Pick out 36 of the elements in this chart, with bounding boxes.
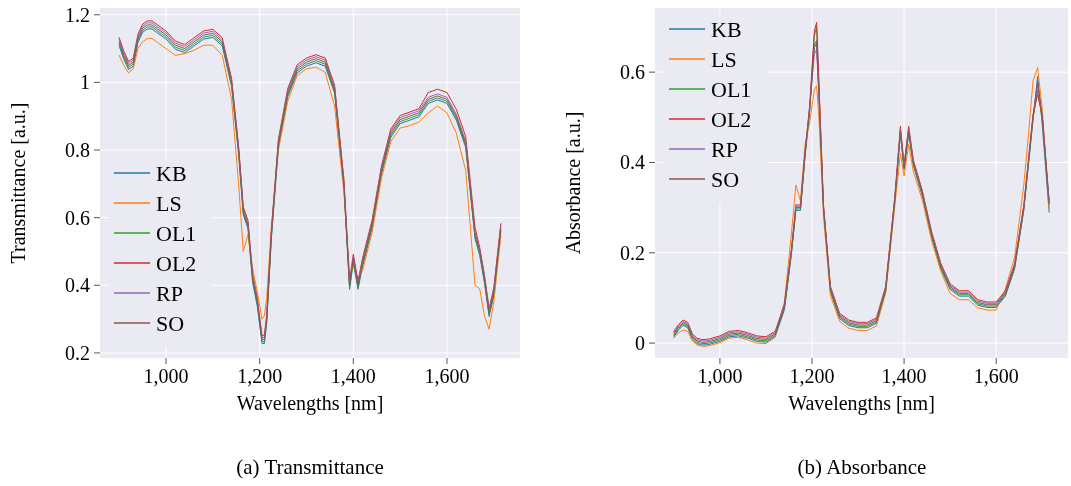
legend-label: SO <box>156 311 185 336</box>
y-tick-label: 0.6 <box>620 61 645 84</box>
y-tick-label: 0.6 <box>65 206 90 229</box>
y-tick-label: 0.4 <box>620 151 645 174</box>
y-tick-label: 1 <box>80 71 90 94</box>
y-tick-label: 0 <box>635 332 645 355</box>
x-tick-label: 1,400 <box>330 365 376 387</box>
x-tick-label: 1,000 <box>143 365 189 387</box>
legend-label: OL1 <box>156 221 197 246</box>
legend-label: KB <box>711 17 742 42</box>
y-tick-label: 0.2 <box>65 341 90 364</box>
y-tick-label: 1.2 <box>65 3 90 26</box>
x-tick-label: 1,600 <box>973 365 1019 387</box>
text: (b) Absorbance <box>797 455 927 479</box>
x-tick-label: 1,600 <box>424 365 470 387</box>
x-tick-label: 1,000 <box>697 365 743 387</box>
text: (a) Transmittance <box>236 455 384 479</box>
y-axis-title: Transmittance [a.u.] <box>7 102 29 264</box>
legend-label: LS <box>156 191 182 216</box>
x-tick-label: 1,400 <box>881 365 927 387</box>
legend-label: KB <box>156 161 187 186</box>
legend-label: RP <box>156 281 183 306</box>
legend-label: SO <box>711 167 740 192</box>
legend-label: LS <box>711 47 737 72</box>
x-axis-title: Wavelengths [nm] <box>236 392 384 415</box>
legend-label: OL2 <box>711 107 752 132</box>
x-tick-label: 1,200 <box>237 365 283 387</box>
y-tick-label: 0.4 <box>65 274 90 297</box>
legend-label: OL1 <box>711 77 752 102</box>
y-tick-label: 0.2 <box>620 241 645 264</box>
y-tick-label: 0.8 <box>65 139 90 162</box>
legend-label: OL2 <box>156 251 197 276</box>
legend-label: RP <box>711 137 738 162</box>
x-axis-title: Wavelengths [nm] <box>788 392 935 415</box>
x-tick-label: 1,200 <box>789 365 835 387</box>
y-axis-title: Absorbance [a.u.] <box>562 111 584 255</box>
